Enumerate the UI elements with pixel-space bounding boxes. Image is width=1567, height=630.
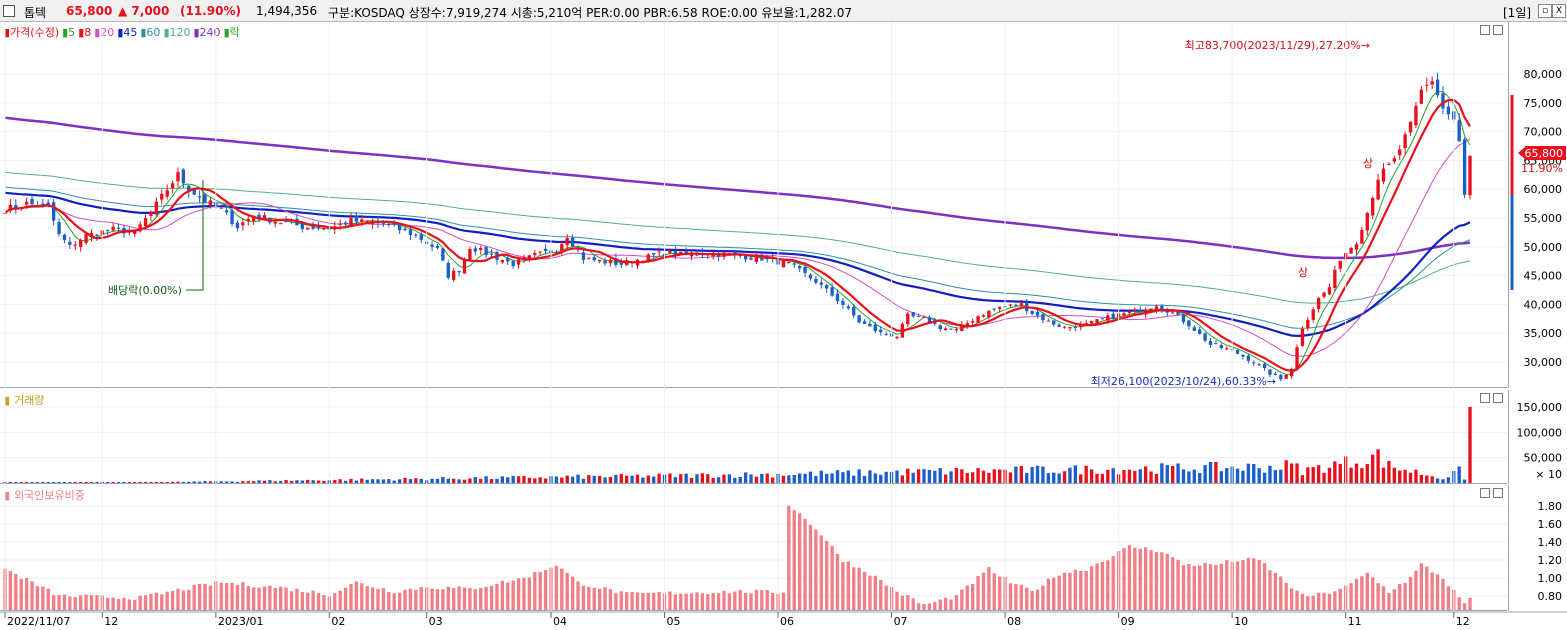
foreign-legend: ▮ 외국인보유비중	[4, 489, 85, 502]
pane-settings-icon[interactable]	[1480, 488, 1490, 498]
restore-icon[interactable]: ▫	[1538, 4, 1552, 18]
x-tick-label: 09	[1121, 615, 1135, 628]
price-pane: ▮가격(수정) ▮5 ▮8 ▮20 ▮45 ▮60 ▮120 ▮240 ▮락	[0, 22, 1507, 388]
legend-item[interactable]: ▮240	[193, 26, 221, 39]
x-tick-label: 12	[104, 615, 118, 628]
pane-settings-icon[interactable]	[1480, 25, 1490, 35]
price-axis	[1508, 22, 1567, 388]
x-tick-label: 08	[1007, 615, 1021, 628]
stock-name: 톱텍	[24, 6, 47, 20]
select-checkbox[interactable]	[3, 5, 15, 17]
volume-axis	[1508, 390, 1567, 484]
x-tick-label: 10	[1234, 615, 1248, 628]
x-tick-label: 06	[780, 615, 794, 628]
stock-info: 구분:KOSDAQ 상장수:7,919,274 시총:5,210억 PER:0.…	[328, 6, 852, 20]
info-bar: 톱텍 65,800 ▲ 7,000 (11.90%) 1,494,356 구분:…	[0, 0, 1567, 22]
x-tick-label: 2023/01	[218, 615, 264, 628]
legend-item[interactable]: ▮45	[117, 26, 138, 39]
foreign-legend-label: 외국인보유비중	[14, 489, 85, 502]
legend-item[interactable]: ▮120	[163, 26, 191, 39]
pane-settings-icon[interactable]	[1480, 393, 1490, 403]
price-change: ▲ 7,000	[118, 4, 170, 18]
price-legend: ▮가격(수정) ▮5 ▮8 ▮20 ▮45 ▮60 ▮120 ▮240 ▮락	[4, 24, 243, 40]
legend-item[interactable]: ▮20	[94, 26, 115, 39]
foreign-axis	[1508, 485, 1567, 611]
period-selector[interactable]: [1일]	[1503, 6, 1532, 20]
pane-maximize-icon[interactable]	[1493, 393, 1503, 403]
volume-pane: ▮ 거래량	[0, 390, 1507, 484]
trade-volume: 1,494,356	[256, 4, 318, 18]
close-button[interactable]: X	[1552, 4, 1566, 18]
x-tick-label: 12	[1456, 615, 1470, 628]
legend-item[interactable]: ▮5	[62, 26, 76, 39]
price-change-pct: (11.90%)	[180, 4, 241, 18]
volume-legend-label: 거래량	[14, 394, 45, 407]
legend-item[interactable]: ▮8	[78, 26, 92, 39]
pane-maximize-icon[interactable]	[1493, 488, 1503, 498]
legend-item[interactable]: ▮가격(수정)	[4, 26, 60, 39]
pane-maximize-icon[interactable]	[1493, 25, 1503, 35]
x-tick-label: 03	[429, 615, 443, 628]
x-tick-label: 11	[1348, 615, 1362, 628]
x-tick-label: 07	[894, 615, 908, 628]
legend-item[interactable]: ▮60	[140, 26, 161, 39]
x-tick-label: 05	[667, 615, 681, 628]
volume-legend: ▮ 거래량	[4, 394, 45, 407]
current-price: 65,800	[66, 4, 113, 18]
x-tick-label: 04	[553, 615, 567, 628]
foreign-pane: ▮ 외국인보유비중	[0, 485, 1507, 611]
x-tick-label: 2022/11/07	[7, 615, 70, 628]
x-tick-label: 02	[331, 615, 345, 628]
legend-item[interactable]: ▮락	[223, 26, 240, 39]
